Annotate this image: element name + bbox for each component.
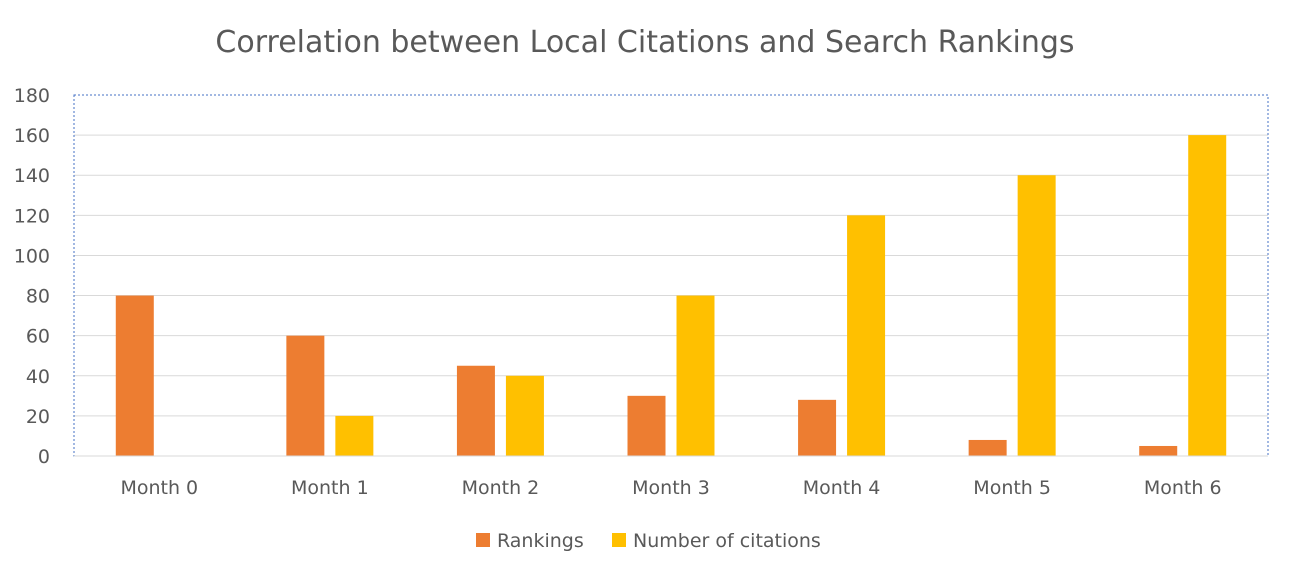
y-tick-label: 20 [26, 406, 50, 428]
legend-swatch [612, 533, 626, 547]
bar-rankings [968, 439, 1007, 456]
bar-rankings [627, 395, 666, 456]
legend-label: Rankings [497, 530, 584, 552]
bar-rankings [286, 335, 325, 456]
bar-rankings [115, 295, 154, 456]
x-tick-label: Month 3 [632, 477, 710, 499]
y-tick-label: 140 [14, 165, 50, 187]
y-tick-label: 180 [14, 85, 50, 107]
x-tick-label: Month 1 [291, 477, 369, 499]
bar-rankings [1139, 445, 1178, 456]
bar-citations [1188, 135, 1227, 456]
x-tick-label: Month 6 [1144, 477, 1222, 499]
x-tick-label: Month 4 [803, 477, 881, 499]
bar-citations [847, 215, 886, 456]
gridlines [74, 134, 1268, 417]
legend: Rankings Number of citations [476, 530, 821, 552]
bar-rankings [798, 399, 837, 456]
bars [115, 135, 1227, 456]
x-tick-label: Month 5 [973, 477, 1051, 499]
y-tick-label: 40 [26, 366, 50, 388]
y-tick-label: 160 [14, 125, 50, 147]
chart-title: Correlation between Local Citations and … [215, 25, 1074, 60]
y-tick-label: 100 [14, 245, 50, 267]
legend-swatch [476, 533, 490, 547]
y-tick-label: 0 [38, 446, 50, 468]
bar-rankings [456, 365, 495, 456]
legend-label: Number of citations [633, 530, 821, 552]
y-tick-label: 120 [14, 205, 50, 227]
bar-citations [505, 375, 544, 456]
y-tick-label: 60 [26, 326, 50, 348]
y-axis-ticks: 0 20 40 60 80 100 120 140 160 180 [14, 85, 50, 468]
bar-citations [335, 415, 374, 456]
bar-citations [676, 295, 715, 456]
y-tick-label: 80 [26, 286, 50, 308]
bar-citations [1017, 175, 1056, 456]
x-axis-ticks: Month 0 Month 1 Month 2 Month 3 Month 4 Month… [120, 477, 1221, 499]
x-tick-label: Month 0 [120, 477, 198, 499]
x-tick-label: Month 2 [462, 477, 540, 499]
plot-area-border [73, 94, 1269, 457]
